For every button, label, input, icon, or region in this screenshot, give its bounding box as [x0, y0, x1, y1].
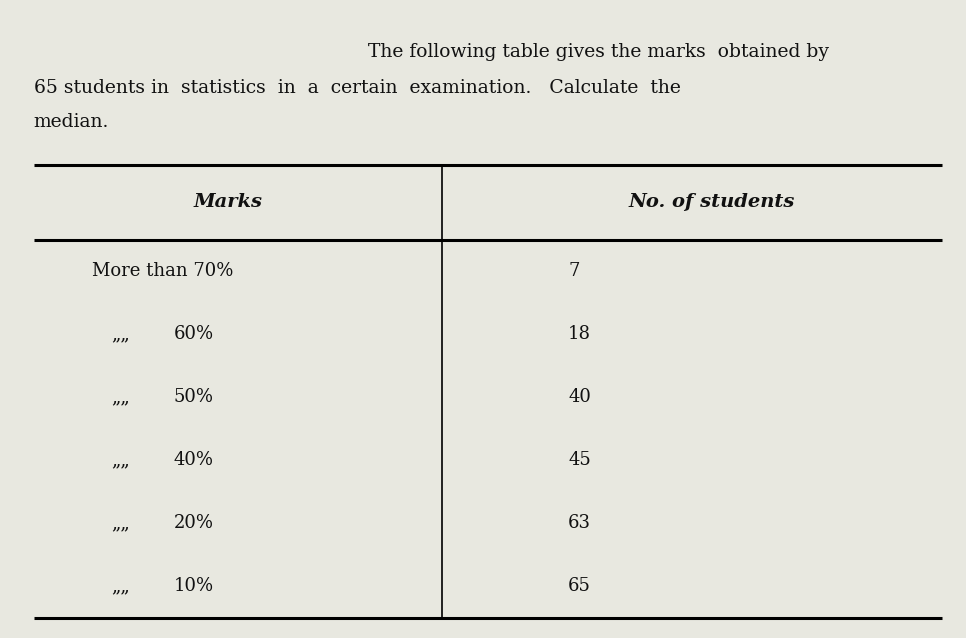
- Text: More than 70%: More than 70%: [92, 262, 233, 280]
- Text: 60%: 60%: [174, 325, 214, 343]
- Text: 50%: 50%: [174, 389, 213, 406]
- Text: 18: 18: [568, 325, 591, 343]
- Text: 40%: 40%: [174, 451, 213, 469]
- Text: „„: „„: [111, 325, 130, 343]
- Text: 63: 63: [568, 514, 591, 532]
- Text: 20%: 20%: [174, 514, 213, 532]
- Text: 45: 45: [568, 451, 591, 469]
- Text: „„: „„: [111, 451, 130, 469]
- Text: „„: „„: [111, 389, 130, 406]
- Text: No. of students: No. of students: [628, 193, 795, 211]
- Text: 40: 40: [568, 389, 591, 406]
- Text: „„: „„: [111, 577, 130, 595]
- Text: Marks: Marks: [194, 193, 263, 211]
- Text: 65 students in  statistics  in  a  certain  examination.   Calculate  the: 65 students in statistics in a certain e…: [34, 79, 681, 97]
- Text: 7: 7: [568, 262, 580, 280]
- Text: „„: „„: [111, 514, 130, 532]
- Text: The following table gives the marks  obtained by: The following table gives the marks obta…: [368, 43, 830, 61]
- Text: 65: 65: [568, 577, 591, 595]
- Text: 10%: 10%: [174, 577, 214, 595]
- Text: median.: median.: [34, 114, 109, 131]
